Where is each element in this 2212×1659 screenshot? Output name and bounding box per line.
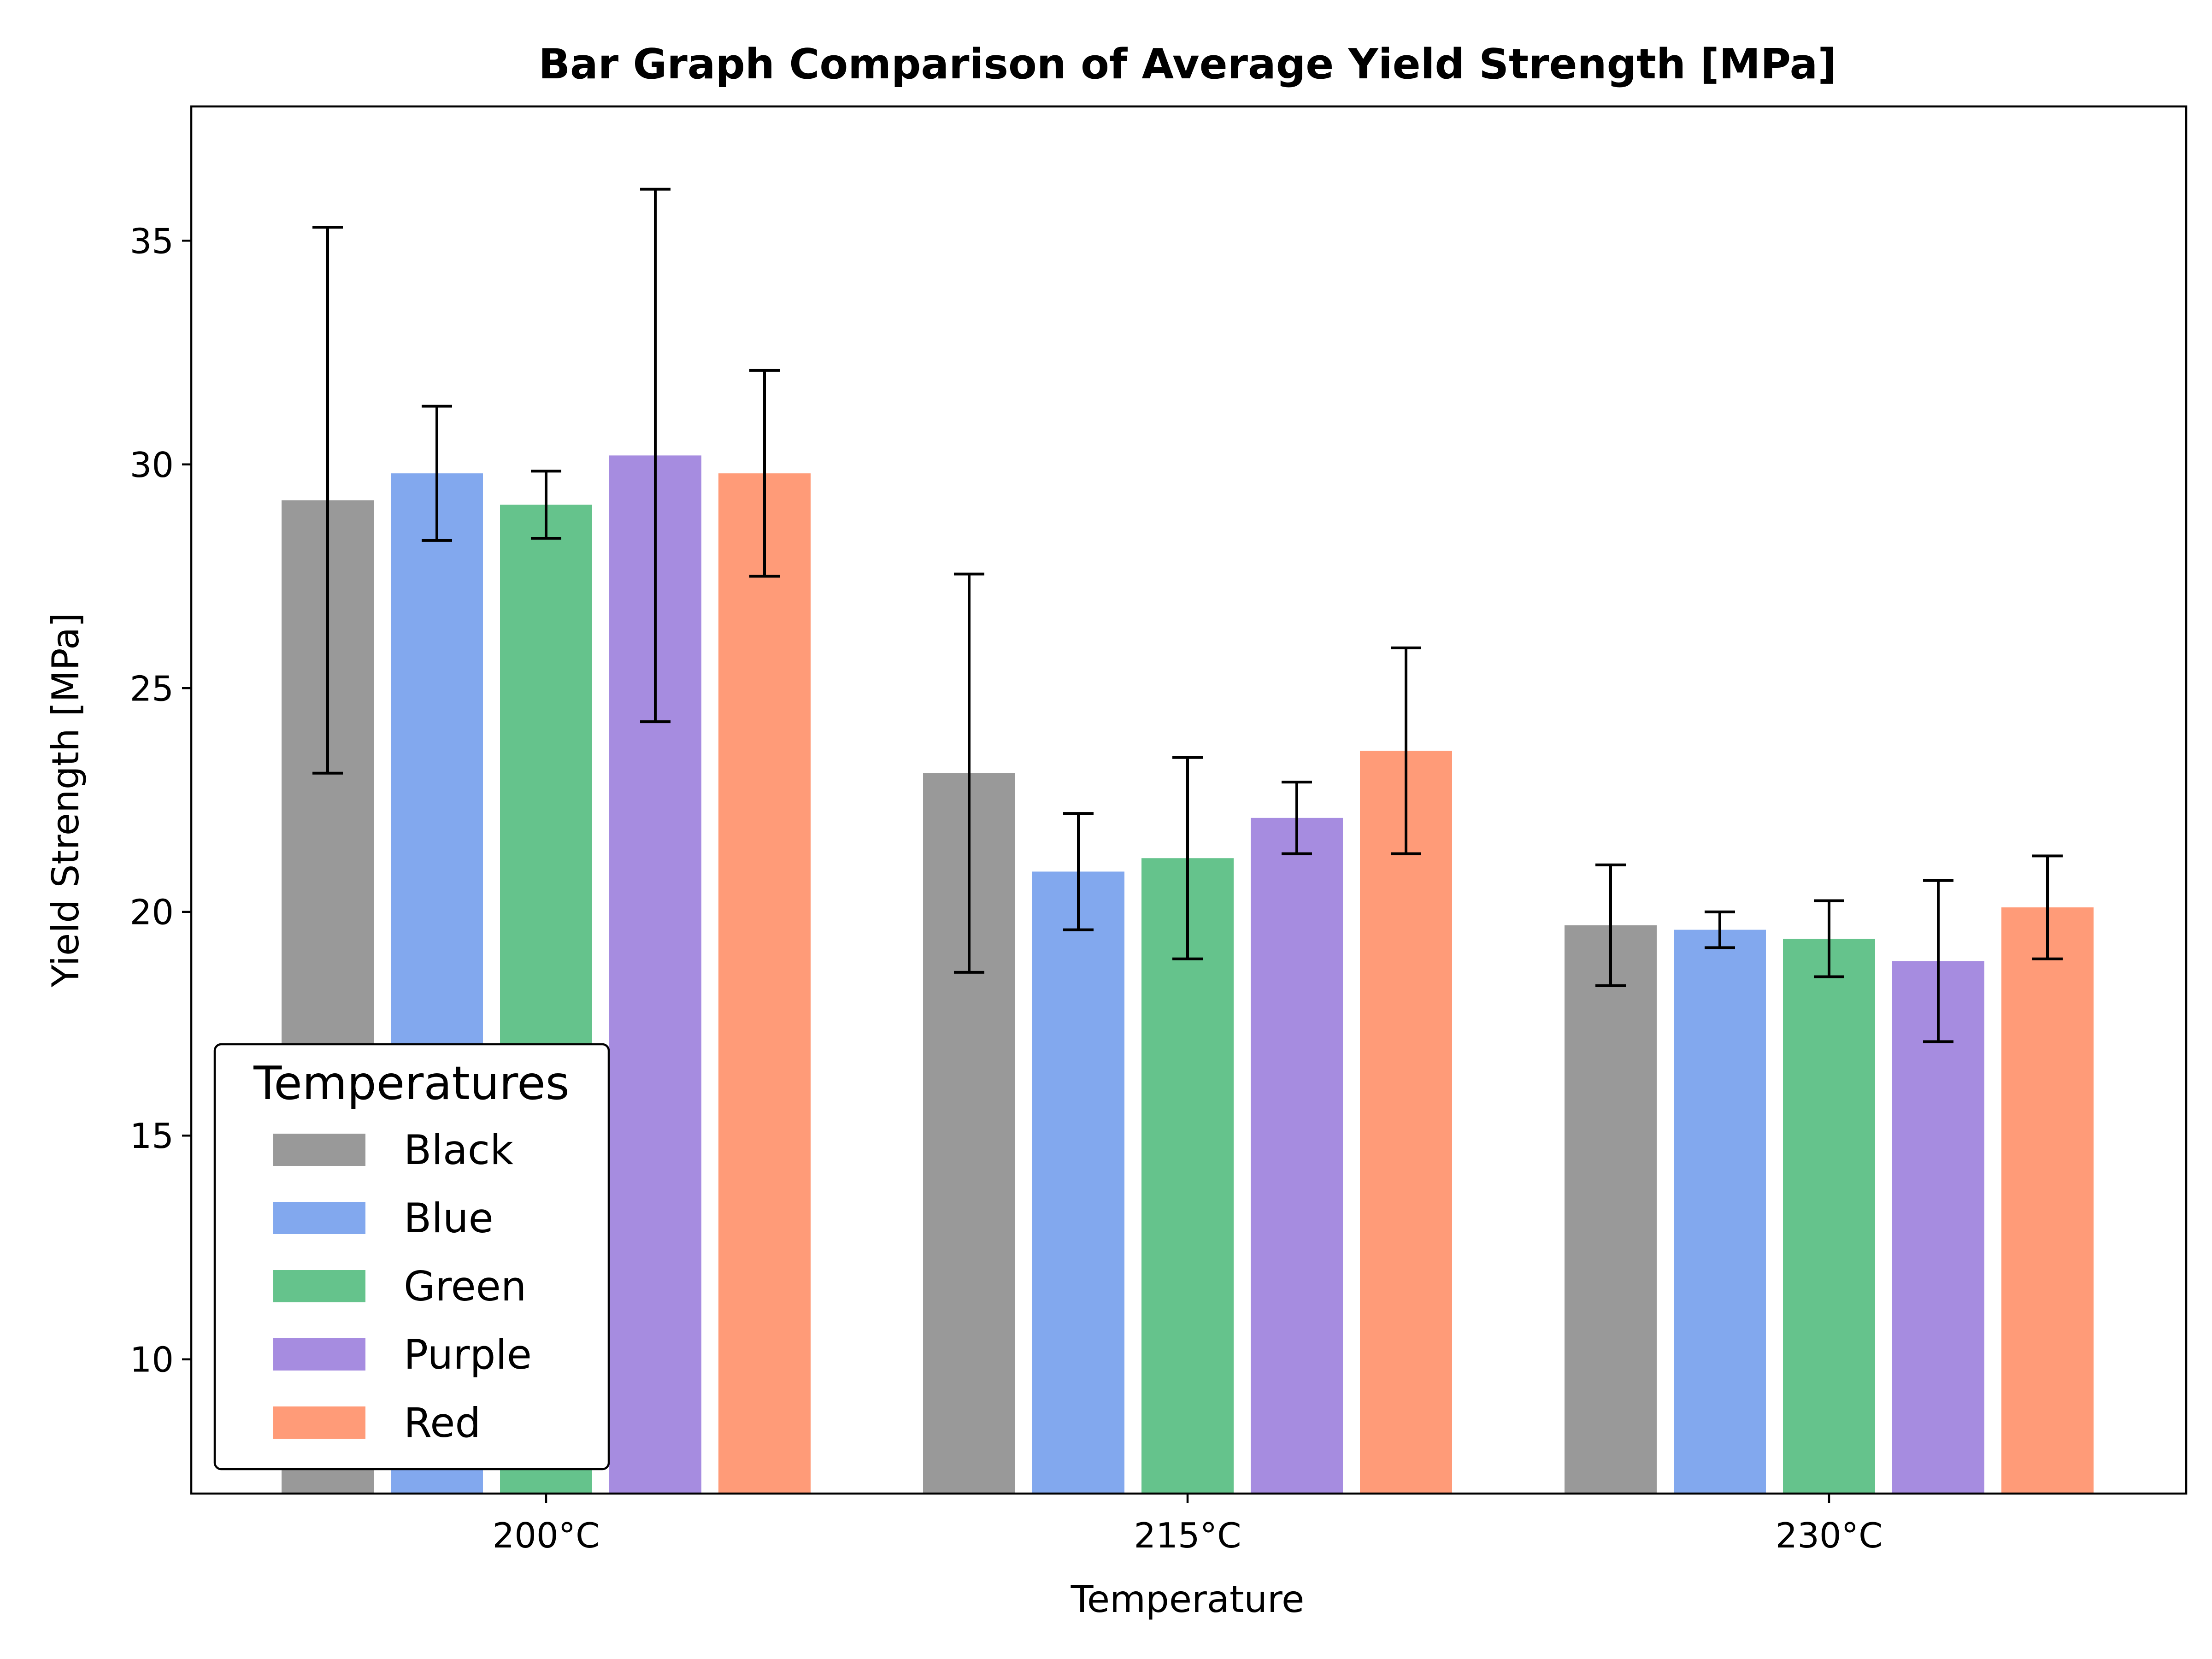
- legend-swatch-blue: [273, 1202, 365, 1234]
- x-tick-label: 200°C: [492, 1515, 600, 1556]
- x-axis-ticks: 200°C 215°C 230°C: [492, 1494, 1883, 1556]
- legend-label-blue: Blue: [404, 1194, 494, 1242]
- legend-label-red: Red: [404, 1399, 481, 1447]
- bar-black-3: [1565, 925, 1657, 1494]
- bar-red-2: [1360, 751, 1452, 1494]
- legend-swatch-black: [273, 1134, 365, 1166]
- chart-title: Bar Graph Comparison of Average Yield St…: [538, 40, 1836, 88]
- y-tick-label: 10: [130, 1340, 174, 1380]
- bar-blue-2: [1032, 871, 1124, 1494]
- legend-items: Black Blue Green Purple Red: [273, 1126, 532, 1447]
- y-tick-label: 15: [130, 1116, 174, 1156]
- bar-purple-2: [1251, 818, 1343, 1494]
- bar-green-3: [1783, 939, 1875, 1494]
- y-tick-label: 25: [130, 668, 174, 709]
- bar-red-1: [718, 473, 811, 1494]
- bars-layer: [282, 455, 2094, 1494]
- legend-label-purple: Purple: [404, 1331, 532, 1378]
- y-tick-label: 35: [130, 221, 174, 261]
- bar-green-2: [1141, 858, 1234, 1494]
- legend-label-black: Black: [404, 1126, 513, 1174]
- x-tick-label: 230°C: [1775, 1515, 1883, 1556]
- legend-title: Temperatures: [253, 1056, 570, 1110]
- bar-red-3: [2001, 907, 2094, 1494]
- legend-swatch-red: [273, 1406, 365, 1439]
- y-axis-ticks: 10 15 20 25 30 35: [130, 221, 191, 1380]
- bar-purple-3: [1892, 961, 1984, 1494]
- legend-swatch-green: [273, 1270, 365, 1302]
- bar-blue-3: [1674, 930, 1766, 1494]
- plot-frame: [190, 105, 2188, 1495]
- y-tick-label: 30: [130, 445, 174, 485]
- x-tick-label: 215°C: [1134, 1515, 1241, 1556]
- legend: Temperatures Black Blue Green Purple Red: [213, 1043, 610, 1471]
- x-axis-label: Temperature: [1071, 1578, 1305, 1621]
- legend-label-green: Green: [404, 1263, 527, 1310]
- legend-swatch-purple: [273, 1338, 365, 1371]
- error-bars-layer: [312, 188, 2063, 1043]
- y-tick-label: 20: [130, 892, 174, 933]
- y-axis-label: Yield Strength [MPa]: [44, 613, 87, 988]
